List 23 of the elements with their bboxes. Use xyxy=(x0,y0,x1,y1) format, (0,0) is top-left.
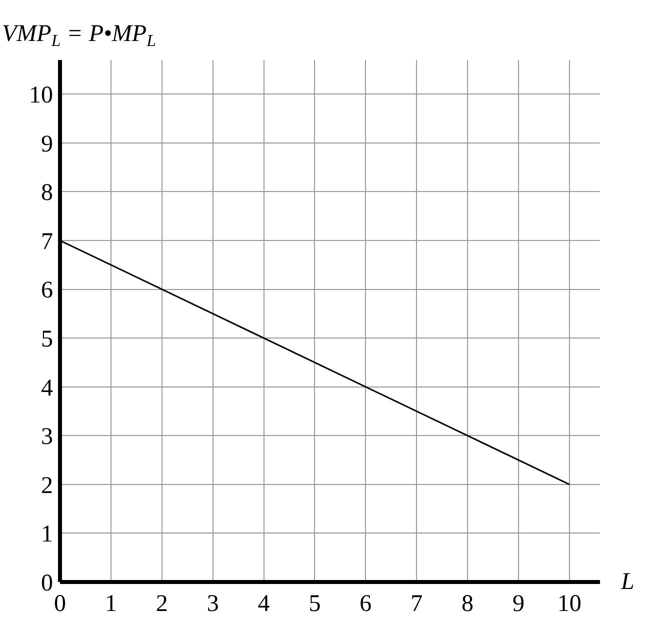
x-tick-label: 7 xyxy=(410,591,423,617)
x-tick-label: 8 xyxy=(462,591,474,617)
y-tick-label: 7 xyxy=(41,228,53,255)
x-tick-label: 9 xyxy=(512,591,524,617)
x-tick-label: 1 xyxy=(104,591,117,617)
x-tick-label: 10 xyxy=(557,591,582,617)
y-tick-label: 1 xyxy=(41,522,53,548)
x-tick-label: 5 xyxy=(308,591,321,617)
y-tick-label: 6 xyxy=(41,278,53,304)
y-axis-title: VMP$_{L}$ = P•MP$_{L}$ xyxy=(2,21,156,50)
y-tick-label: 2 xyxy=(41,472,53,499)
x-axis-title: L xyxy=(620,569,634,595)
x-tick-label: 3 xyxy=(206,591,219,617)
y-tick-label: 9 xyxy=(41,131,53,158)
x-tick-label: 6 xyxy=(360,591,372,617)
y-tick-label: 0 xyxy=(41,570,53,596)
x-tick-label: 2 xyxy=(156,591,168,617)
y-tick-label: 3 xyxy=(41,424,53,450)
y-tick-label: 8 xyxy=(41,180,53,206)
y-tick-label: 10 xyxy=(29,82,53,109)
y-tick-label: 5 xyxy=(41,326,53,352)
x-tick-label: 4 xyxy=(258,591,270,617)
y-tick-label: 4 xyxy=(41,375,53,402)
